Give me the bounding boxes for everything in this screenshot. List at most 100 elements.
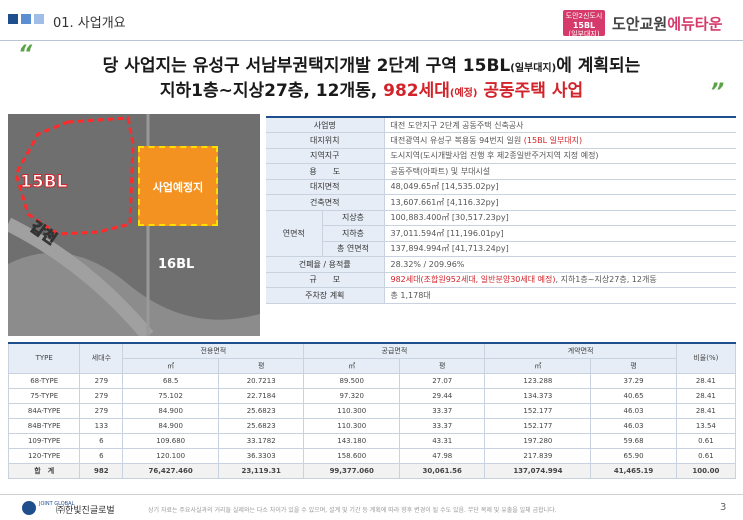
table-cell: 75-TYPE [7,387,81,404]
table-cell: 279 [79,372,124,389]
table-cell: 20.7213 [217,372,305,389]
info-row: 사업명 대전 도안지구 2단계 공동주택 신축공사 [266,116,736,133]
table-cell: 197.280 [484,432,592,449]
col-py: 평 [399,357,486,374]
badge-line1: 도안2신도시 [565,12,603,20]
info-value-highlight: (15BL 일부대지) [523,135,583,145]
area-subheader-row: ㎡ 평 ㎡ 평 ㎡ 평 [9,357,736,374]
col-units: 세대수 [79,342,124,374]
info-key: 건축면적 [266,194,385,211]
table-cell: 28.41 [675,372,737,389]
table-cell: 46.03 [590,402,677,419]
info-row: 지역지구 도시지역(도시개발사업 진행 후 제2종일반주거지역 지정 예정) [266,148,736,164]
table-cell: 25.6823 [217,417,305,434]
info-row: 연면적 지상층 100,883.400㎡ [30,517.23py] [266,210,736,257]
table-cell: 152.177 [484,402,592,419]
col-sqm: ㎡ [484,357,592,374]
table-cell: 36.3303 [217,447,305,464]
page-number: 3 [720,502,727,513]
site-map-drawing [8,114,260,336]
total-cell: 23,119.31 [217,462,305,479]
info-row: 대지면적 48,049.65㎡ [14,535.02py] [266,179,736,195]
col-sqm: ㎡ [122,357,219,374]
table-cell: 110.300 [303,402,401,419]
col-py: 평 [590,357,677,374]
brand-logo: 도안교원에듀타운 [612,13,722,34]
info-value: 총 1,178대 [384,287,736,304]
info-value: 100,883.400㎡ [30,517.23py] [384,210,736,226]
table-cell: 29.44 [399,387,486,404]
table-cell: 89.500 [303,372,401,389]
info-value: 도시지역(도시개발사업 진행 후 제2종일반주거지역 지정 예정) [384,148,736,164]
river-area [8,252,260,336]
info-key: 사업명 [266,116,385,133]
label-16bl: 16BL [158,257,195,272]
header-divider [0,40,743,41]
info-row: 총 연면적 137,894.994㎡ [41,713.24py] [266,241,736,257]
total-cell: 99,377.060 [303,462,401,479]
table-cell: 28.41 [675,402,737,419]
info-row: 건축면적 13,607.661㎡ [4,116.32py] [266,194,736,211]
table-cell: 68-TYPE [7,372,81,389]
info-key: 주차장 계획 [266,287,385,304]
col-sqm: ㎡ [303,357,401,374]
col-exclusive: 전용면적 [122,342,305,359]
table-cell: 28.41 [675,387,737,404]
company-name: ㈜한빛진글로벌 [56,506,115,516]
info-value-text: 대전광역시 유성구 복용동 94번지 일원 [390,135,524,145]
info-value: 13,607.661㎡ [4,116.32py] [384,194,736,211]
company-logo-mark-text: JOINT GLOBAL [39,501,75,507]
headline-line1-small: (일부대지) [510,63,557,74]
info-row: 건폐율 / 용적률 28.32% / 209.96% [266,256,736,273]
total-cell: 137,074.994 [484,462,592,479]
open-quote-icon: “ [18,42,33,67]
table-cell: 217.839 [484,447,592,464]
table-cell: 33.37 [399,402,486,419]
table-row: 68-TYPE 279 68.5 20.7213 89.500 27.07 123.288 3… [7,372,737,389]
headline-units: 982세대 [383,81,450,101]
table-cell: 84.900 [122,402,219,419]
info-value: 대전 도안지구 2단계 공동주택 신축공사 [384,116,736,133]
info-key: 규 모 [266,272,385,288]
info-value: 28.32% / 209.96% [384,256,736,273]
table-cell: 143.180 [303,432,401,449]
info-key: 용 도 [266,163,385,180]
table-cell: 109.680 [122,432,219,449]
table-cell: 152.177 [484,417,592,434]
brand-logo-main: 도안교원 [612,15,668,33]
table-cell: 110.300 [303,417,401,434]
area-table: TYPE 세대수 전용면적 공급면적 계약면적 비율(%) ㎡ 평 ㎡ 평 ㎡ … [7,342,737,479]
total-cell: 합 계 [7,462,81,479]
section-title: 01. 사업개요 [53,16,126,31]
info-row: 대지위치 대전광역시 유성구 복용동 94번지 일원 (15BL 일부대지) [266,132,736,149]
table-cell: 120.100 [122,447,219,464]
total-cell: 41,465.19 [590,462,677,479]
headline-line2-small: (예정) [449,88,478,99]
col-type: TYPE [7,342,81,374]
table-cell: 33.37 [399,417,486,434]
table-cell: 109-TYPE [7,432,81,449]
info-key: 대지위치 [266,132,385,149]
brand-logo-accent: 에듀타운 [667,15,723,33]
headline-line1-a: 당 사업지는 유성구 서남부권택지개발 2단계 구역 15BL [102,56,511,76]
table-row: 84B-TYPE 133 84.900 25.6823 110.300 33.37 152.… [7,417,737,434]
header-square-icon [21,14,31,24]
info-key: 대지면적 [266,179,385,195]
info-value-text: , 지하1층~지상27층, 12개동 [555,275,657,285]
total-cell: 30,061.56 [399,462,486,479]
table-cell: 27.07 [399,372,486,389]
table-cell: 134.373 [484,387,592,404]
col-py: 평 [217,357,305,374]
headline-line2-b: 공동주택 사업 [477,81,584,101]
table-cell: 0.61 [675,432,737,449]
header-square-icon [8,14,18,24]
table-cell: 25.6823 [217,402,305,419]
project-badge: 도안2신도시 15BL (일부대지) [563,10,605,38]
area-table-body: 68-TYPE 279 68.5 20.7213 89.500 27.07 123.288 3… [7,372,737,479]
info-value: 37,011.594㎡ [11,196.01py] [384,225,736,242]
table-cell: 75.102 [122,387,219,404]
col-supply: 공급면적 [303,342,486,359]
table-cell: 59.68 [590,432,677,449]
project-info-table: 사업명 대전 도안지구 2단계 공동주택 신축공사 대지위치 대전광역시 유성구… [266,116,736,304]
info-key: 건폐율 / 용적률 [266,256,385,273]
